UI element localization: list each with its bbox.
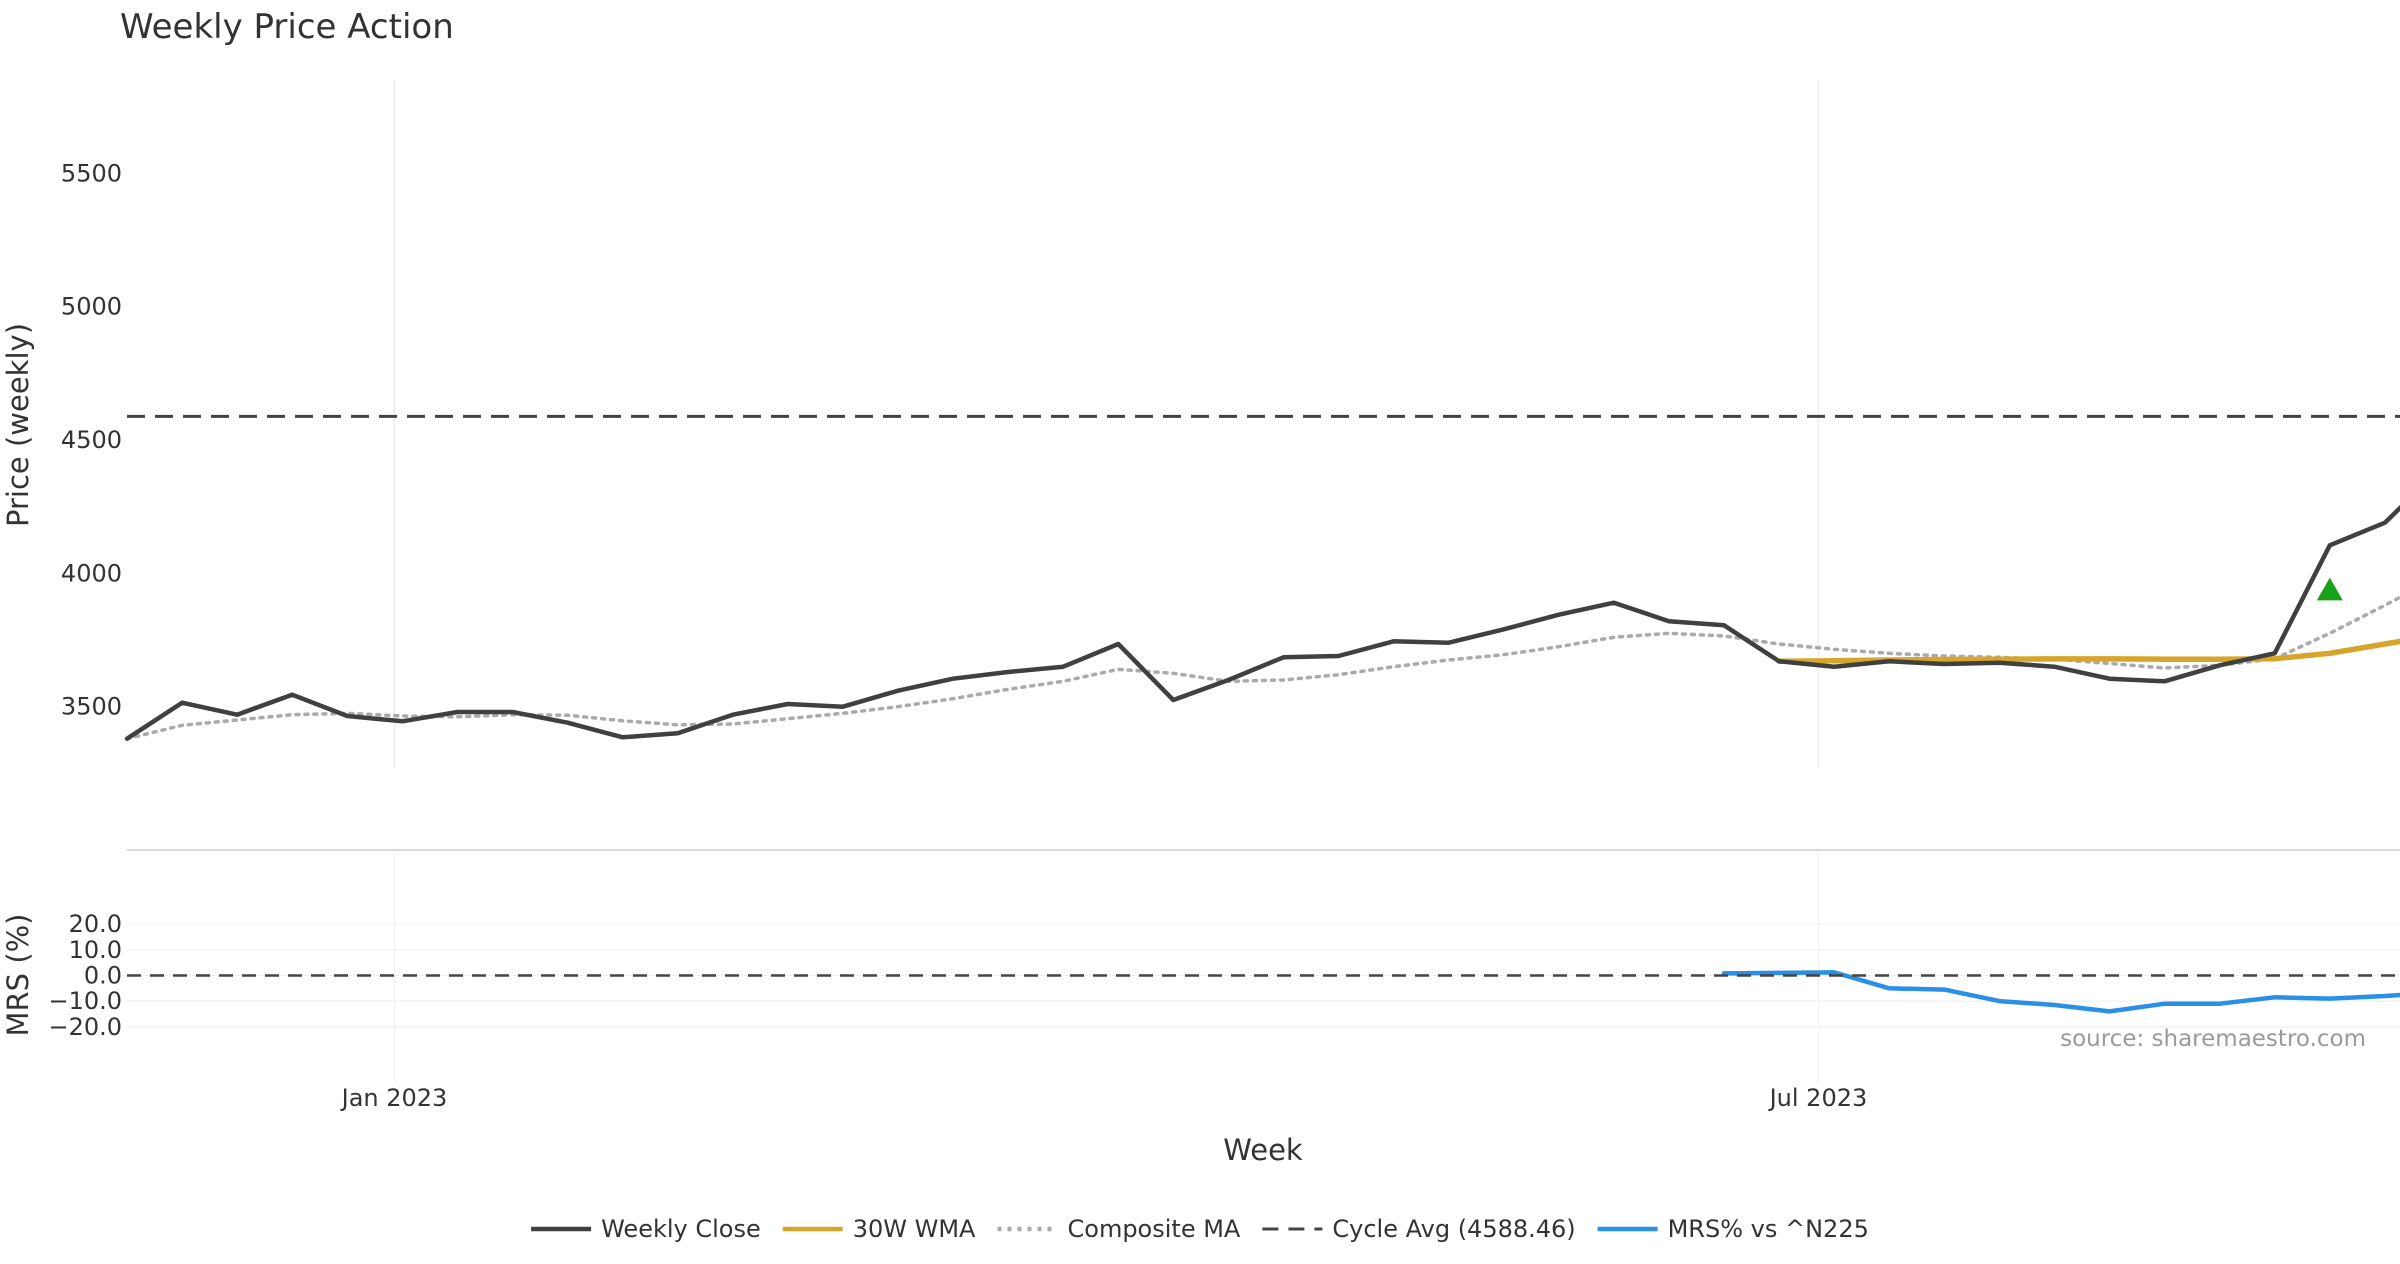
mrs-y-tick-label: 0.0	[84, 962, 122, 990]
legend: Weekly Close 30W WMA Composite MA Cycle Avg…	[531, 1215, 1869, 1243]
legend-item-30w-wma: 30W WMA	[782, 1215, 976, 1243]
series-30w-wma-line	[1776, 638, 2400, 665]
legend-item-mrs-vs-n225: MRS% vs ^N225	[1597, 1215, 1869, 1243]
mrs-y-tick-label: 10.0	[69, 936, 122, 964]
price-y-tick-label: 4500	[61, 426, 122, 454]
price-y-axis-label: Price (weekly)	[1, 323, 35, 527]
price-y-tick-label: 5500	[61, 159, 122, 187]
series-composite-ma-line	[125, 595, 2400, 741]
mrs-y-tick-label: −20.0	[48, 1013, 122, 1041]
source-annotation: source: sharemaestro.com	[2060, 1026, 2366, 1052]
x-axis-label: Week	[1223, 1133, 1303, 1167]
legend-label-weekly-close: Weekly Close	[601, 1215, 761, 1243]
price-y-tick-labels: 3500 4000 4500 5000 5500	[61, 159, 122, 720]
mrs-series-group	[127, 970, 2400, 1014]
series-weekly-close-line	[124, 504, 2400, 741]
mrs-gridlines	[127, 850, 2400, 1085]
price-series-group	[124, 414, 2400, 741]
buy-signal-marker	[2316, 577, 2343, 601]
price-gridlines	[393, 80, 1820, 768]
x-tick-label: Jul 2023	[1768, 1084, 1868, 1112]
legend-label-cycle-avg-4588-46: Cycle Avg (4588.46)	[1332, 1215, 1575, 1243]
price-y-tick-label: 3500	[61, 693, 122, 721]
price-y-tick-label: 5000	[61, 293, 122, 321]
price-y-tick-label: 4000	[61, 559, 122, 587]
legend-label-30w-wma: 30W WMA	[853, 1215, 976, 1243]
legend-item-weekly-close: Weekly Close	[531, 1215, 761, 1243]
mrs-y-tick-label: −10.0	[48, 987, 122, 1015]
legend-label-mrs-vs-n225: MRS% vs ^N225	[1668, 1215, 1869, 1243]
x-tick-label: Jan 2023	[340, 1084, 448, 1112]
legend-item-cycle-avg-4588-46: Cycle Avg (4588.46)	[1262, 1215, 1576, 1243]
mrs-y-axis-label: MRS (%)	[1, 914, 35, 1037]
signal-markers	[2316, 577, 2343, 601]
legend-item-composite-ma: Composite MA	[997, 1215, 1241, 1243]
mrs-y-tick-label: 20.0	[69, 910, 122, 938]
chart-title: Weekly Price Action	[120, 7, 454, 47]
series-mrs-vs-n225-line	[1721, 970, 2400, 1014]
mrs-y-tick-labels: −20.0−10.00.010.020.0	[48, 910, 122, 1041]
legend-label-composite-ma: Composite MA	[1068, 1215, 1241, 1243]
